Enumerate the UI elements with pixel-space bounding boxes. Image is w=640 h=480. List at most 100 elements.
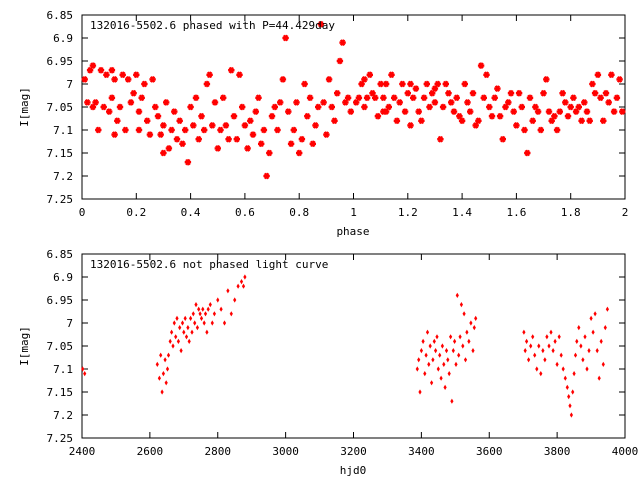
data-point	[312, 122, 319, 129]
data-point	[453, 338, 457, 344]
data-point	[548, 117, 555, 125]
data-point	[135, 108, 143, 115]
data-point	[355, 94, 363, 102]
data-point	[229, 311, 233, 317]
data-point	[616, 76, 623, 83]
data-point	[445, 89, 452, 97]
data-point	[165, 366, 170, 372]
data-point	[266, 149, 273, 157]
data-point	[222, 320, 227, 326]
x-axis-label: phase	[336, 225, 369, 238]
data-point	[323, 131, 330, 138]
data-point	[86, 66, 94, 74]
data-point	[315, 103, 322, 111]
data-point	[184, 158, 192, 166]
data-point	[420, 94, 428, 102]
data-point	[565, 384, 569, 390]
data-point	[130, 89, 137, 97]
x-tick-label: 0.4	[181, 206, 201, 219]
data-point	[469, 89, 477, 97]
data-point	[589, 80, 596, 88]
data-point	[494, 85, 501, 92]
data-point	[418, 117, 425, 125]
data-point	[228, 66, 235, 74]
data-point	[361, 76, 368, 83]
data-point	[81, 366, 85, 372]
y-tick-label: 7	[66, 317, 73, 330]
x-axis-label: hjd0	[340, 464, 367, 477]
data-point	[425, 329, 430, 335]
x-tick-label: 2800	[205, 445, 232, 458]
data-point	[549, 329, 553, 335]
data-point	[567, 394, 571, 400]
data-point	[179, 140, 186, 148]
data-point	[601, 361, 605, 367]
data-point	[135, 126, 143, 134]
y-tick-label: 7.1	[53, 363, 73, 376]
data-point	[443, 384, 447, 390]
data-point	[496, 112, 504, 120]
data-point	[556, 108, 563, 115]
y-tick-label: 7.2	[53, 409, 73, 422]
data-point	[97, 66, 105, 74]
data-point	[453, 94, 460, 102]
data-point	[168, 126, 175, 134]
y-tick-label: 6.95	[47, 294, 74, 307]
data-point	[545, 334, 549, 340]
data-point	[619, 108, 626, 115]
data-point	[578, 117, 585, 125]
data-point	[488, 112, 496, 120]
data-point	[209, 122, 216, 129]
data-point	[537, 343, 541, 349]
data-point	[241, 122, 249, 129]
data-point	[534, 108, 542, 115]
data-point	[583, 108, 591, 115]
data-point	[535, 366, 539, 372]
data-point	[589, 315, 593, 321]
y-tick-label: 6.95	[47, 55, 74, 68]
data-point	[459, 302, 463, 308]
data-point	[159, 352, 163, 358]
data-point	[194, 302, 198, 308]
data-point	[331, 117, 338, 125]
y-tick-label: 7.2	[53, 170, 73, 183]
data-point	[160, 389, 164, 395]
data-point	[222, 122, 230, 129]
data-point	[464, 99, 471, 106]
data-point	[570, 94, 577, 102]
data-point	[358, 80, 365, 88]
data-point	[287, 140, 295, 148]
data-point	[274, 126, 281, 134]
y-tick-label: 6.9	[53, 271, 73, 284]
data-point	[182, 126, 189, 134]
data-point	[198, 112, 205, 120]
data-point	[449, 334, 453, 340]
data-point	[157, 131, 164, 138]
data-point	[527, 357, 531, 363]
data-point	[186, 325, 190, 331]
data-point	[543, 76, 550, 83]
data-point	[182, 329, 186, 335]
data-point	[491, 94, 498, 102]
data-point	[320, 99, 327, 106]
data-point	[212, 311, 216, 317]
data-point	[282, 34, 289, 42]
data-point	[569, 412, 573, 418]
data-point	[363, 94, 371, 102]
data-point	[125, 76, 132, 83]
data-point	[469, 320, 473, 326]
data-point	[603, 325, 607, 331]
data-point	[461, 343, 465, 349]
data-point	[600, 117, 607, 125]
data-point	[525, 338, 529, 344]
data-point	[325, 76, 333, 83]
data-point	[412, 85, 420, 92]
data-point	[427, 361, 431, 367]
data-point	[298, 135, 306, 143]
x-tick-label: 3200	[340, 445, 367, 458]
data-point	[154, 112, 162, 120]
data-point	[175, 315, 179, 321]
data-point	[366, 71, 373, 79]
data-point	[84, 99, 91, 106]
y-axis-label: I[mag]	[18, 87, 31, 127]
